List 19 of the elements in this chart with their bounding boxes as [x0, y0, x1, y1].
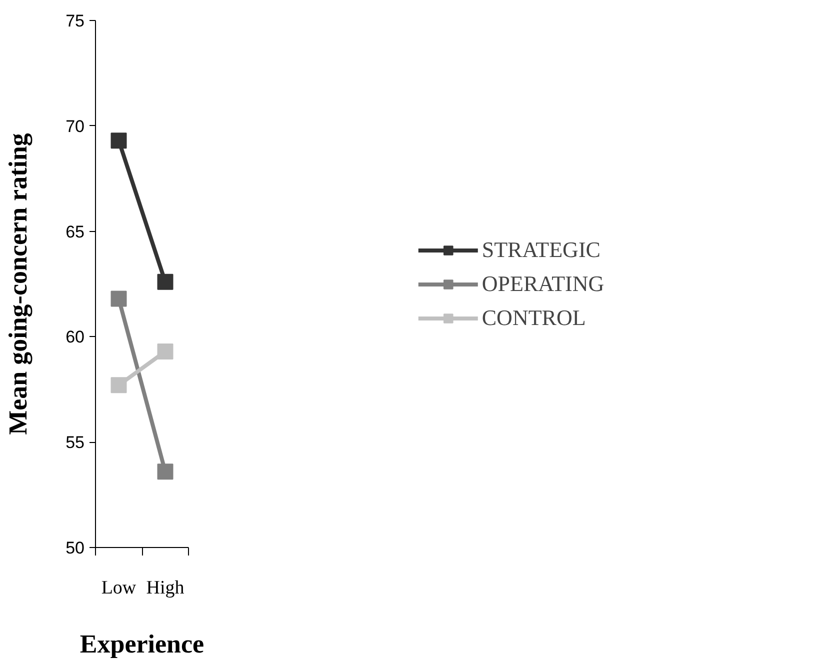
y-tick-label: 70: [66, 116, 85, 136]
x-axis-title: Experience: [80, 630, 204, 658]
y-tick-label: 55: [66, 433, 85, 452]
legend-label: CONTROL: [482, 304, 586, 330]
point: [110, 132, 127, 149]
y-axis-title: Mean going-concern rating: [4, 133, 33, 435]
y-tick-label: 60: [66, 328, 85, 347]
y-tick-label: 75: [66, 12, 85, 30]
point: [157, 343, 174, 360]
y-tick-label: 50: [66, 538, 85, 558]
point: [110, 377, 127, 394]
x-tick-label: High: [146, 578, 185, 598]
x-tick-label: Low: [101, 578, 136, 598]
legend-label: STRATEGIC: [482, 236, 600, 262]
point: [110, 290, 127, 307]
legend-label: OPERATING: [482, 270, 604, 296]
point: [157, 464, 174, 480]
point: [157, 274, 174, 290]
y-tick-label: 65: [66, 222, 85, 242]
